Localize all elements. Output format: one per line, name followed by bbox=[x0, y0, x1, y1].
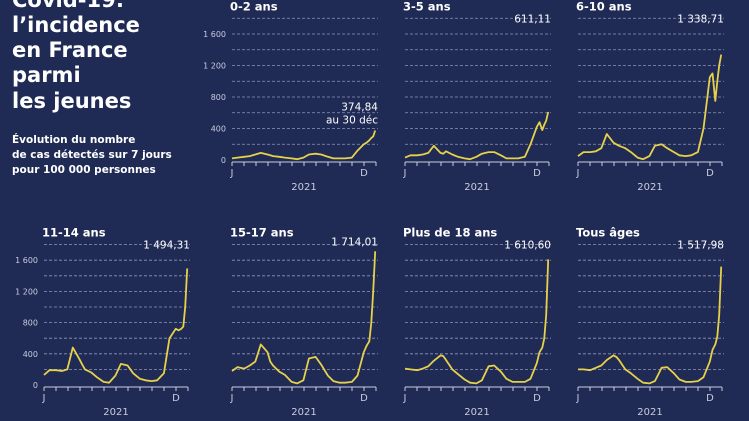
series-line bbox=[404, 259, 550, 385]
data-label-note: au 30 déc bbox=[326, 114, 378, 126]
title-line: les jeunes bbox=[12, 89, 131, 113]
y-tick-label: 0 bbox=[33, 381, 38, 390]
panel-title: 6-10 ans bbox=[576, 0, 632, 13]
data-label: 611,11 bbox=[514, 13, 551, 25]
x-tick-label: J bbox=[403, 168, 407, 179]
x-axis-label: 2021 bbox=[464, 407, 489, 418]
x-axis-label: 2021 bbox=[637, 407, 662, 418]
y-tick-label: 1 600 bbox=[203, 30, 226, 39]
panel-Plus-de-18-ans: Plus de 18 ans J D 2021 1 610,60 bbox=[403, 226, 551, 418]
data-label: 1 494,31 bbox=[143, 240, 190, 252]
panel-3-5-ans: 3-5 ans J D 2021 611,11 bbox=[403, 0, 551, 193]
x-tick-label: J bbox=[403, 393, 407, 404]
y-tick-label: 0 bbox=[221, 156, 226, 165]
x-tick-label: D bbox=[360, 393, 368, 404]
y-tick-label: 1 600 bbox=[15, 256, 38, 265]
data-label: 1 714,01 bbox=[331, 236, 378, 248]
data-label: 1 517,98 bbox=[677, 240, 724, 252]
title-line: Covid-19: bbox=[12, 0, 124, 12]
x-tick-label: D bbox=[360, 168, 368, 179]
x-tick-label: J bbox=[576, 393, 580, 404]
series-line bbox=[577, 54, 723, 161]
x-axis-label: 2021 bbox=[637, 182, 662, 193]
series-line bbox=[231, 251, 377, 385]
x-tick-label: J bbox=[42, 393, 46, 404]
panel-Tous-âges: Tous âges J D 2021 1 517,98 bbox=[576, 226, 724, 418]
title-line: l’incidence bbox=[12, 13, 140, 37]
y-tick-label: 1 200 bbox=[203, 62, 226, 71]
series-line bbox=[578, 266, 723, 385]
y-tick-label: 1 200 bbox=[15, 287, 38, 296]
panel-title: Tous âges bbox=[576, 226, 640, 240]
x-tick-label: J bbox=[230, 393, 234, 404]
panel-6-10-ans: 6-10 ans J D 2021 1 338,71 bbox=[576, 0, 724, 193]
title-line: en France bbox=[12, 38, 128, 62]
x-tick-label: D bbox=[533, 393, 541, 404]
series-line bbox=[231, 130, 377, 161]
x-axis-label: 2021 bbox=[464, 182, 489, 193]
panel-title: 3-5 ans bbox=[403, 0, 451, 13]
subtitle-line: Évolution du nombre bbox=[12, 133, 135, 146]
title-line: parmi bbox=[12, 63, 81, 87]
series-line bbox=[43, 268, 189, 384]
x-axis-label: 2021 bbox=[103, 407, 128, 418]
x-axis-label: 2021 bbox=[291, 407, 316, 418]
x-tick-label: D bbox=[533, 168, 541, 179]
x-tick-label: D bbox=[706, 393, 714, 404]
y-tick-label: 800 bbox=[23, 319, 38, 328]
series-line bbox=[404, 111, 550, 161]
x-tick-label: D bbox=[706, 168, 714, 179]
y-tick-label: 400 bbox=[211, 125, 226, 134]
x-tick-label: J bbox=[576, 168, 580, 179]
x-axis-label: 2021 bbox=[291, 182, 316, 193]
data-label: 1 610,60 bbox=[504, 240, 551, 252]
data-label: 1 338,71 bbox=[677, 13, 724, 25]
panel-title: 11-14 ans bbox=[42, 226, 106, 240]
subtitle-line: de cas détectés sur 7 jours bbox=[12, 149, 172, 161]
y-tick-label: 400 bbox=[23, 350, 38, 359]
x-tick-label: J bbox=[230, 168, 234, 179]
panel-title: Plus de 18 ans bbox=[403, 226, 497, 240]
data-label: 374,84 bbox=[341, 101, 378, 113]
panel-title: 0-2 ans bbox=[230, 0, 278, 13]
panel-15-17-ans: 15-17 ans J D 2021 1 714,01 bbox=[230, 226, 378, 418]
panel-title: 15-17 ans bbox=[230, 226, 294, 240]
subtitle-line: pour 100 000 personnes bbox=[12, 164, 156, 176]
panel-11-14-ans: 11-14 ans 0 400 800 1 200 1 600 J D 2021 1 494,31 bbox=[15, 226, 190, 418]
y-tick-label: 800 bbox=[211, 93, 226, 102]
x-tick-label: D bbox=[172, 393, 180, 404]
